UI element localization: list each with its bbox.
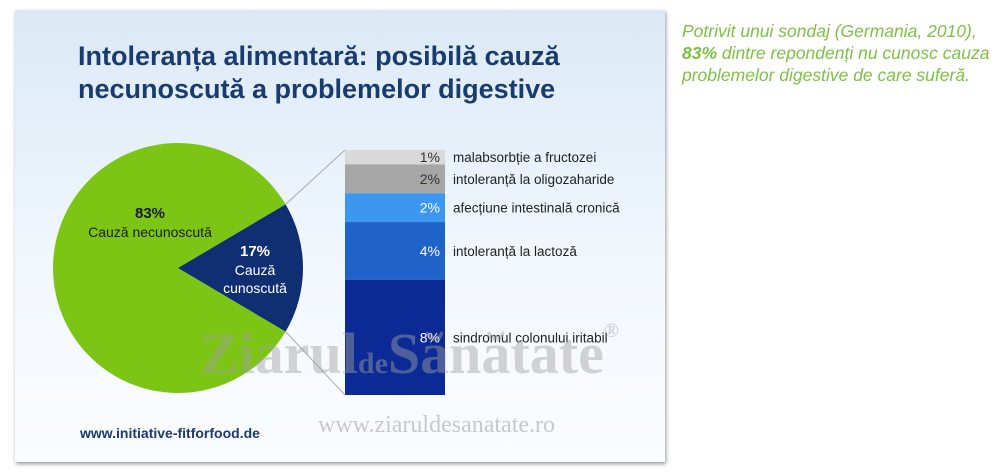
segment-label: sindromul colonului iritabil [453, 330, 608, 345]
watermark-url: www.ziaruldesanatate.ro [318, 412, 555, 438]
chart-title: Intoleranța alimentară: posibilă cauză n… [78, 40, 638, 106]
slice-label: 83% Cauză necunoscută [70, 205, 230, 241]
slice-name: Cauză necunoscută [88, 224, 212, 240]
watermark: ZiaruldeSănătate® [200, 320, 619, 387]
note-highlight: 83% [682, 43, 718, 63]
wm-part: de [357, 347, 388, 380]
wm-part: Ziarul [200, 321, 358, 386]
segment-label: afecțiune intestinală cronică [453, 201, 620, 216]
slice-value: 17% [239, 243, 271, 260]
segment-value: 8% [420, 329, 440, 345]
note-text: dintre repondenți nu cunosc cauza proble… [682, 43, 990, 85]
title-line: Intoleranța alimentară: posibilă cauză [78, 41, 560, 71]
bar-segment [345, 279, 445, 395]
bar-segment [345, 222, 445, 280]
pie-slice [178, 204, 303, 332]
segment-value: 1% [420, 149, 440, 165]
slice-name: Cauză cunoscută [223, 262, 287, 296]
connector [285, 149, 346, 205]
segment-value: 2% [420, 171, 440, 187]
wm-mark: ® [603, 320, 619, 342]
segment-label: intoleranță la lactoză [453, 244, 577, 259]
wm-part: Sănătate [387, 321, 604, 386]
segment-value: 2% [420, 200, 440, 216]
slice-label: 17% Cauză cunoscută [215, 243, 295, 297]
note-text: Potrivit unui sondaj (Germania, 2010), [682, 21, 977, 41]
connector [285, 331, 346, 396]
bar-segment [345, 150, 445, 165]
side-note: Potrivit unui sondaj (Germania, 2010), 8… [682, 20, 992, 86]
bar-segment [345, 164, 445, 194]
title-line: necunoscută a problemelor digestive [78, 74, 556, 104]
segment-label: intoleranță la oligozaharide [453, 172, 614, 187]
bar-segment [345, 193, 445, 223]
source: www.initiative-fitforfood.de [80, 425, 260, 441]
slice-value: 83% [134, 205, 166, 222]
segment-label: malabsorbție a fructozei [453, 150, 596, 165]
pie-slice [53, 143, 286, 393]
segment-value: 4% [420, 243, 440, 259]
